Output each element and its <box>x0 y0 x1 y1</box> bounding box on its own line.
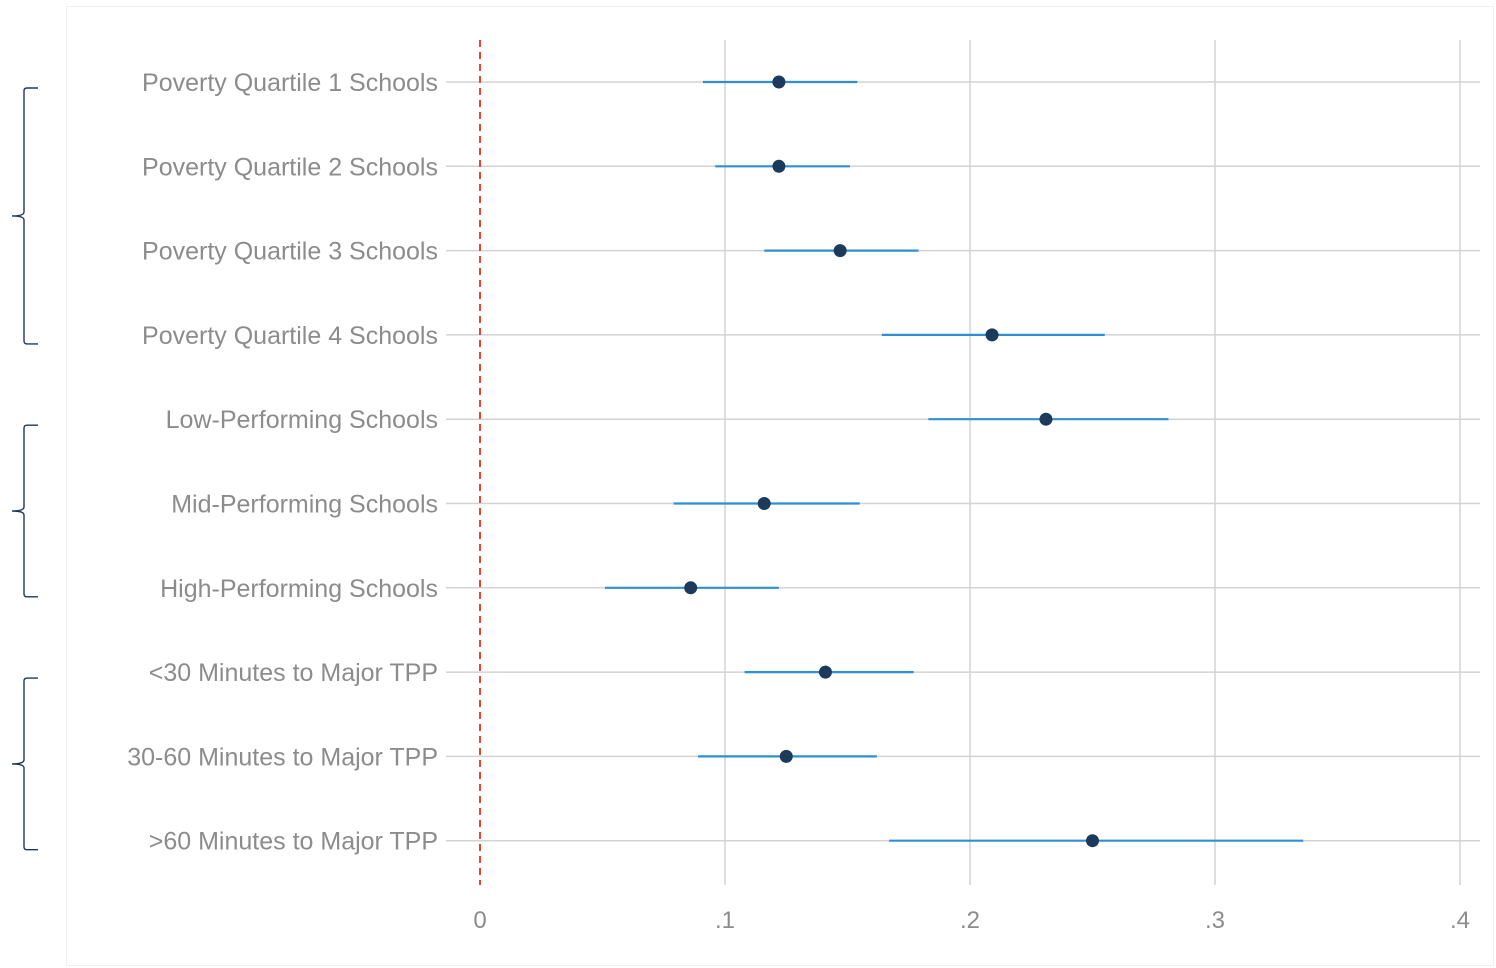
estimate-point-3 <box>985 328 999 342</box>
category-label-9: >60 Minutes to Major TPP <box>149 828 438 856</box>
category-label-4: Low-Performing Schools <box>166 406 438 434</box>
category-label-3: Poverty Quartile 4 Schools <box>142 322 438 350</box>
group-bracket-2 <box>11 677 38 851</box>
x-tick-label-1: .1 <box>715 907 735 934</box>
estimate-point-1 <box>772 159 786 173</box>
estimate-point-9 <box>1086 834 1099 848</box>
category-label-8: 30-60 Minutes to Major TPP <box>127 743 438 771</box>
estimate-point-6 <box>684 581 698 595</box>
category-label-0: Poverty Quartile 1 Schools <box>142 69 438 97</box>
estimate-point-0 <box>772 75 786 89</box>
estimate-point-5 <box>757 497 771 510</box>
plot-frame <box>66 6 1494 966</box>
estimate-point-7 <box>818 665 832 679</box>
x-tick-label-3: .3 <box>1205 907 1225 934</box>
group-bracket-0 <box>11 87 38 345</box>
estimate-point-4 <box>1039 412 1053 426</box>
category-label-6: High-Performing Schools <box>160 575 438 603</box>
category-label-2: Poverty Quartile 3 Schools <box>142 238 438 266</box>
category-label-5: Mid-Performing Schools <box>171 491 438 519</box>
estimate-point-2 <box>833 244 847 258</box>
x-tick-label-0: 0 <box>473 907 486 934</box>
x-tick-label-4: .4 <box>1450 907 1470 934</box>
group-bracket-1 <box>11 424 38 598</box>
x-tick-label-2: .2 <box>960 907 980 934</box>
category-label-1: Poverty Quartile 2 Schools <box>142 153 438 181</box>
estimate-point-8 <box>779 749 793 763</box>
category-label-7: <30 Minutes to Major TPP <box>149 659 438 687</box>
